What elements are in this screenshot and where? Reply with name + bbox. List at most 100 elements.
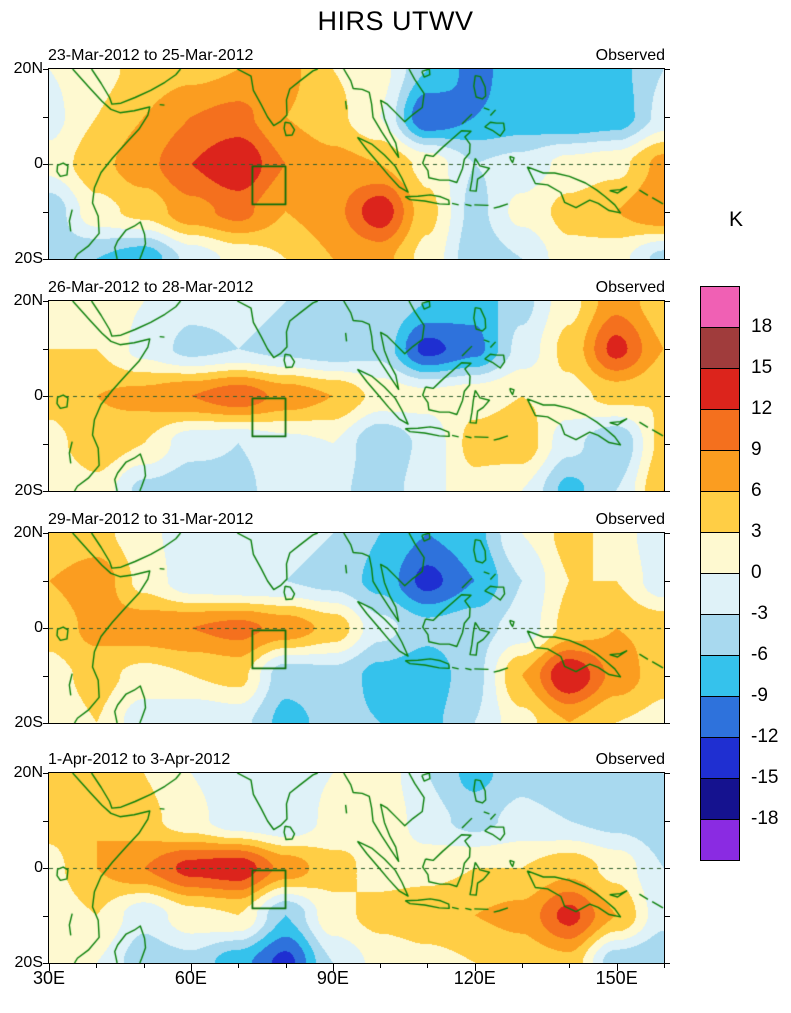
y-axis-label: 20N [13,524,43,541]
colorbar-tick-label: -15 [751,767,779,788]
axis-tick [238,964,240,968]
colorbar-swatch [700,409,740,451]
axis-tick [665,675,670,677]
axis-tick [522,964,524,968]
axis-tick [43,533,48,534]
colorbar-tick-label: -9 [751,685,768,706]
panel-source-label: Observed [595,47,665,64]
axis-tick [665,491,670,492]
colorbar-tick-label: 18 [751,316,773,337]
colorbar-tick-label: 3 [751,521,762,542]
anomaly-map [48,532,665,724]
panel-date-range: 1-Apr-2012 to 3-Apr-2012 [48,751,231,768]
colorbar-swatch [700,573,740,615]
figure-title: HIRS UTWV [317,6,474,36]
anomaly-map [48,300,665,492]
anomaly-contour-canvas [49,301,664,491]
y-axis-label: 20S [14,954,43,971]
axis-tick [43,628,48,629]
colorbar-tick-label: 15 [751,357,773,378]
panel-date-range: 26-Mar-2012 to 28-Mar-2012 [48,279,254,296]
axis-tick [665,396,670,397]
colorbar-tick-label: -6 [751,644,768,665]
panel-header: 26-Mar-2012 to 28-Mar-2012 Observed [48,274,665,300]
y-axis-label: 0 [34,155,43,172]
anomaly-map [48,68,665,260]
axis-tick [665,443,670,445]
axis-tick [43,69,48,70]
axis-tick [332,964,334,971]
colorbar-tick-label: 6 [751,480,762,501]
axis-tick [665,259,670,260]
panel-date-range: 23-Mar-2012 to 25-Mar-2012 [48,47,254,64]
colorbar-tick-label: -18 [751,808,779,829]
axis-tick [43,443,48,445]
axis-tick [43,348,48,350]
axis-tick [380,964,382,968]
axis-tick [664,964,665,968]
colorbar-swatch [700,696,740,738]
axis-tick [49,964,50,971]
axis-tick [43,773,48,774]
y-axis-label: 0 [34,387,43,404]
axis-tick [43,820,48,822]
x-axis-label: 120E [453,968,496,988]
y-axis-label: 20N [13,60,43,77]
colorbar-swatch [700,327,740,369]
axis-tick [43,491,48,492]
axis-tick [96,964,98,968]
axis-tick [43,675,48,677]
x-axis-label: 60E [174,968,207,988]
axis-tick [43,116,48,118]
x-axis-label: 90E [316,968,349,988]
y-axis-label: 20N [13,764,43,781]
axis-tick [43,211,48,213]
axis-tick [43,301,48,302]
axis-tick [665,533,670,534]
colorbar-tick-label: -3 [751,603,768,624]
axis-tick [665,820,670,822]
anomaly-contour-canvas [49,533,664,723]
colorbar-swatch [700,532,740,574]
x-axis-label: 150E [595,968,638,988]
y-axis-label: 20S [14,482,43,499]
colorbar-swatch [700,286,740,328]
colorbar-tick-label: 9 [751,439,762,460]
anomaly-panel-2: 26-Mar-2012 to 28-Mar-2012 Observed 20N 0 20… [14,274,670,504]
anomaly-contour-canvas [49,773,664,963]
axis-tick [665,301,670,302]
colorbar-swatch [700,614,740,656]
axis-tick [665,580,670,582]
colorbar-swatch [700,737,740,779]
axis-tick [665,773,670,774]
panel-source-label: Observed [595,279,665,296]
axis-tick [665,868,670,869]
axis-tick [665,348,670,350]
axis-tick [569,964,571,968]
colorbar-tick-label: 0 [751,562,762,583]
y-axis-label: 20N [13,292,43,309]
axis-tick [190,964,192,971]
colorbar-swatch [700,491,740,533]
axis-tick [665,164,670,165]
axis-tick [665,628,670,629]
x-axis-label: 30E [32,968,66,988]
panel-header: 1-Apr-2012 to 3-Apr-2012 Observed [48,746,665,772]
axis-tick [43,868,48,869]
colorbar-swatch [700,368,740,410]
axis-tick [43,723,48,724]
y-axis-label: 0 [34,859,43,876]
y-axis-label: 20S [14,250,43,267]
colorbar-swatch [700,778,740,820]
axis-tick [665,211,670,213]
anomaly-panel-4: 1-Apr-2012 to 3-Apr-2012 Observed 20N 0 20S [14,746,670,976]
axis-tick [43,963,48,964]
colorbar-swatch [700,819,740,861]
axis-tick [143,964,145,968]
anomaly-panel-3: 29-Mar-2012 to 31-Mar-2012 Observed 20N 0 20… [14,506,670,736]
colorbar-tick-label: 12 [751,398,773,419]
axis-tick [665,116,670,118]
colorbar-swatch [700,655,740,697]
axis-tick [43,580,48,582]
